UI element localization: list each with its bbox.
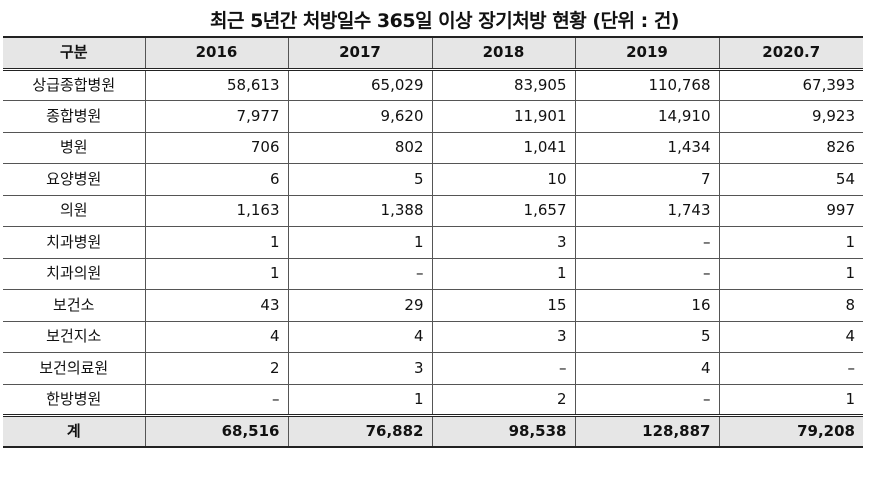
row-value: 7 — [574, 163, 720, 196]
row-value: – — [574, 383, 720, 416]
row-value: 1 — [144, 257, 289, 290]
row-value: 65,029 — [287, 68, 433, 101]
row-value: 1,743 — [574, 194, 720, 227]
row-value: 58,613 — [144, 68, 289, 101]
row-category: 의원 — [3, 194, 146, 227]
total-row: 계 68,516 76,882 98,538 128,887 79,208 — [3, 414, 863, 448]
row-value: 3 — [431, 226, 576, 259]
header-year: 2016 — [144, 36, 289, 71]
total-label: 계 — [3, 414, 146, 448]
table-row: 보건소 43 29 15 16 8 — [3, 289, 863, 322]
row-value: 7,977 — [144, 100, 289, 133]
row-value: 9,923 — [718, 100, 863, 133]
row-value: 1 — [718, 383, 863, 416]
row-value: – — [287, 257, 433, 290]
row-category: 보건소 — [3, 289, 146, 322]
row-category: 치과의원 — [3, 257, 146, 290]
table-row: 병원 706 802 1,041 1,434 826 — [3, 131, 863, 164]
row-value: 14,910 — [574, 100, 720, 133]
row-value: – — [718, 352, 863, 385]
row-category: 보건의료원 — [3, 352, 146, 385]
row-value: 4 — [144, 320, 289, 353]
row-value: 1,041 — [431, 131, 576, 164]
row-value: 4 — [574, 352, 720, 385]
row-value: 4 — [718, 320, 863, 353]
row-value: 43 — [144, 289, 289, 322]
table-body: 상급종합병원 58,613 65,029 83,905 110,768 67,393 종합병… — [3, 68, 863, 448]
row-value: 706 — [144, 131, 289, 164]
row-value: 16 — [574, 289, 720, 322]
row-value: 1 — [144, 226, 289, 259]
table-row: 치과병원 1 1 3–1 — [3, 226, 863, 259]
header-year: 2019 — [574, 36, 720, 71]
header-year: 2020.7 — [718, 36, 863, 71]
row-value: 10 — [431, 163, 576, 196]
row-value: – — [431, 352, 576, 385]
header-year: 2018 — [431, 36, 576, 71]
row-value: 67,393 — [718, 68, 863, 101]
row-value: 6 — [144, 163, 289, 196]
row-value: 9,620 — [287, 100, 433, 133]
row-value: 2 — [431, 383, 576, 416]
prescription-table: 구분 2016 2017 2018 2019 2020.7 상급종합병원 58,6… — [3, 36, 863, 448]
header-year: 2017 — [287, 36, 433, 71]
row-value: 1,388 — [287, 194, 433, 227]
row-value: 826 — [718, 131, 863, 164]
total-value: 79,208 — [718, 414, 863, 448]
table-row: 종합병원 7,977 9,620 11,901 14,910 9,923 — [3, 100, 863, 133]
row-value: 1,657 — [431, 194, 576, 227]
table-row: 의원 1,163 1,388 1,657 1,743 997 — [3, 194, 863, 227]
table-row: 상급종합병원 58,613 65,029 83,905 110,768 67,393 — [3, 68, 863, 101]
row-value: 2 — [144, 352, 289, 385]
table-row: 보건지소 4 4 3 5 4 — [3, 320, 863, 353]
row-value: 1 — [287, 226, 433, 259]
row-category: 종합병원 — [3, 100, 146, 133]
row-value: 11,901 — [431, 100, 576, 133]
row-value: 83,905 — [431, 68, 576, 101]
total-value: 98,538 — [431, 414, 576, 448]
row-category: 병원 — [3, 131, 146, 164]
row-value: 1,163 — [144, 194, 289, 227]
row-category: 보건지소 — [3, 320, 146, 353]
row-category: 상급종합병원 — [3, 68, 146, 101]
row-value: 29 — [287, 289, 433, 322]
total-value: 128,887 — [574, 414, 720, 448]
row-value: – — [144, 383, 289, 416]
row-value: 15 — [431, 289, 576, 322]
row-value: 54 — [718, 163, 863, 196]
table-row: 보건의료원 2 3–4– — [3, 352, 863, 385]
row-value: – — [574, 257, 720, 290]
header-row: 구분 2016 2017 2018 2019 2020.7 — [3, 36, 863, 71]
row-value: – — [574, 226, 720, 259]
row-value: 3 — [287, 352, 433, 385]
row-value: 997 — [718, 194, 863, 227]
table-row: 요양병원 6 5 10 7 54 — [3, 163, 863, 196]
row-value: 5 — [287, 163, 433, 196]
row-value: 110,768 — [574, 68, 720, 101]
row-value: 1 — [431, 257, 576, 290]
row-value: 1 — [287, 383, 433, 416]
total-value: 68,516 — [144, 414, 289, 448]
total-value: 76,882 — [287, 414, 433, 448]
row-value: 1 — [718, 257, 863, 290]
row-value: 802 — [287, 131, 433, 164]
row-value: 8 — [718, 289, 863, 322]
table-row: 치과의원 1–1–1 — [3, 257, 863, 290]
header-category: 구분 — [3, 36, 146, 71]
table-title: 최근 5년간 처방일수 365일 이상 장기처방 현황 (단위 : 건) — [210, 10, 679, 32]
row-value: 1 — [718, 226, 863, 259]
row-category: 요양병원 — [3, 163, 146, 196]
row-value: 3 — [431, 320, 576, 353]
row-category: 치과병원 — [3, 226, 146, 259]
row-category: 한방병원 — [3, 383, 146, 416]
table-row: 한방병원 –1 2–1 — [3, 383, 863, 416]
row-value: 1,434 — [574, 131, 720, 164]
row-value: 5 — [574, 320, 720, 353]
row-value: 4 — [287, 320, 433, 353]
